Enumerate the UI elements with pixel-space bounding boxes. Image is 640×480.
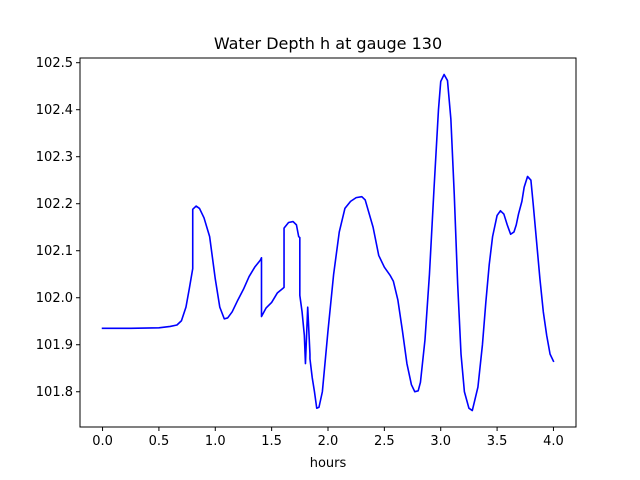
x-tick-label: 2.0: [318, 434, 339, 449]
x-tick-label: 3.5: [487, 434, 508, 449]
plot-area: [80, 58, 576, 427]
x-tick-label: 4.0: [543, 434, 564, 449]
y-tick-label: 101.8: [36, 385, 73, 400]
chart-title: Water Depth h at gauge 130: [214, 34, 442, 53]
y-tick-label: 102.1: [36, 244, 73, 259]
y-tick-label: 102.4: [36, 103, 73, 118]
x-tick-label: 1.0: [205, 434, 226, 449]
y-tick-label: 102.0: [36, 291, 73, 306]
y-tick-label: 101.9: [36, 338, 73, 353]
x-axis-ticks: 0.0 0.5 1.0 1.5 2.0 2.5 3.0 3.5 4.0: [92, 427, 564, 449]
x-tick-label: 1.5: [261, 434, 282, 449]
x-tick-label: 3.0: [430, 434, 451, 449]
x-tick-label: 0.5: [149, 434, 170, 449]
series-line: [101, 73, 555, 412]
x-axis-label: hours: [310, 456, 347, 471]
y-axis-ticks: 101.8 101.9 102.0 102.1 102.2 102.3 102.4 102.5: [36, 56, 80, 400]
y-tick-label: 102.3: [36, 150, 73, 165]
y-tick-label: 102.5: [36, 56, 73, 71]
x-tick-label: 0.0: [92, 434, 113, 449]
y-tick-label: 102.2: [36, 197, 73, 212]
x-tick-label: 2.5: [374, 434, 395, 449]
